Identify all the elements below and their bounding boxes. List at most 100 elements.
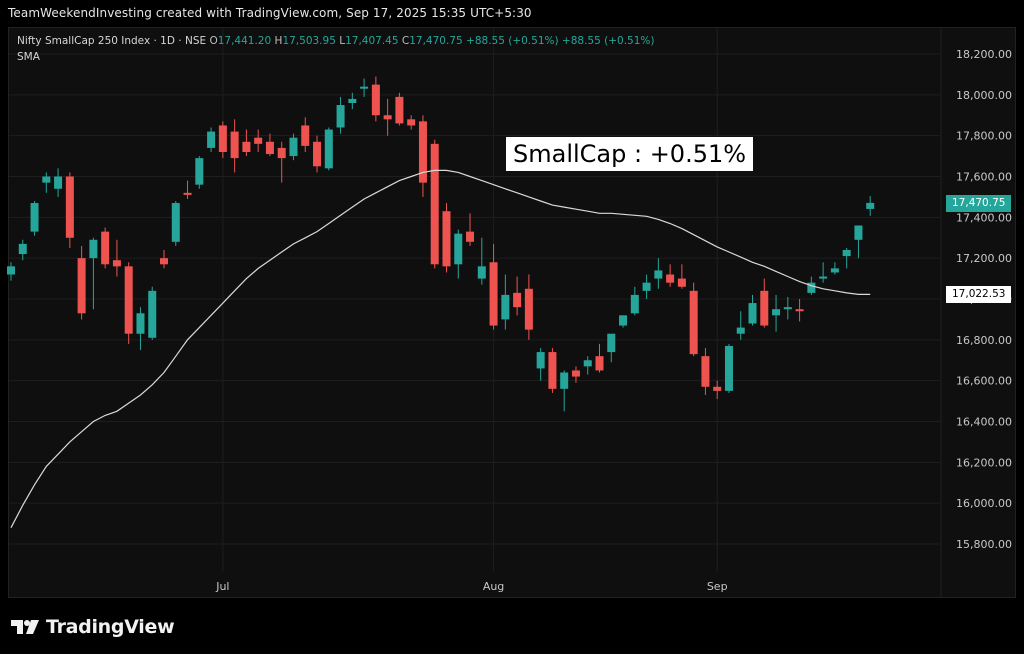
time-axis: Jul Aug Sep xyxy=(215,580,727,593)
candle-body xyxy=(748,303,757,324)
candle-body xyxy=(313,141,322,167)
candle-body xyxy=(371,84,380,116)
tradingview-footer: TradingView xyxy=(10,614,175,640)
candle-body xyxy=(772,309,781,316)
candle-body xyxy=(242,141,251,152)
candle-body xyxy=(183,192,192,195)
brand-name: TradingView xyxy=(46,616,175,638)
candle-body xyxy=(560,372,569,389)
candle-body xyxy=(654,270,663,279)
candle-body xyxy=(265,141,274,155)
y-tick-label: 17,600.00 xyxy=(956,171,1012,184)
y-tick-label: 16,600.00 xyxy=(956,375,1012,388)
candle-body xyxy=(218,125,227,152)
candle-body xyxy=(54,176,63,189)
candle-body xyxy=(524,288,533,330)
candle-body xyxy=(336,105,345,128)
candle-body xyxy=(630,294,639,314)
candle-body xyxy=(430,143,439,265)
candle-body xyxy=(548,352,557,389)
candle-body xyxy=(101,231,110,265)
sma-line xyxy=(10,169,871,528)
candle-body xyxy=(112,260,121,267)
candle-body xyxy=(324,129,333,169)
candle-body xyxy=(360,86,369,89)
candle-body xyxy=(442,211,451,267)
candle-body xyxy=(583,360,592,367)
x-tick-label: Aug xyxy=(483,580,504,593)
y-tick-label: 17,800.00 xyxy=(956,130,1012,143)
candle-body xyxy=(677,278,686,287)
candle-body xyxy=(454,233,463,265)
candle-body xyxy=(30,203,39,232)
annotation-label[interactable]: SmallCap : +0.51% xyxy=(506,137,754,171)
candle-body xyxy=(171,203,180,242)
candle-body xyxy=(795,309,804,312)
y-tick-label: 16,200.00 xyxy=(956,456,1012,469)
sma-indicator-label[interactable]: SMA xyxy=(17,51,40,63)
candle-body xyxy=(395,96,404,124)
candle-body xyxy=(348,98,357,103)
candle-body xyxy=(607,333,616,353)
candle-body xyxy=(830,268,839,273)
candle-body xyxy=(160,258,169,265)
candle-body xyxy=(277,147,286,159)
top-caption: TeamWeekendInvesting created with Tradin… xyxy=(8,6,532,20)
candle-body xyxy=(536,352,545,369)
candles xyxy=(7,76,875,412)
y-tick-label: 18,000.00 xyxy=(956,89,1012,102)
candle-body xyxy=(65,176,74,238)
candle-body xyxy=(230,131,239,159)
candle-body xyxy=(760,290,769,326)
close-label: C xyxy=(401,35,410,47)
close-value: 17,470.75 xyxy=(409,35,463,47)
candle-body xyxy=(383,115,392,120)
candle-body xyxy=(89,239,98,259)
y-tick-label: 16,000.00 xyxy=(956,497,1012,510)
x-tick-label: Jul xyxy=(215,580,229,593)
candle-body xyxy=(842,250,851,257)
candle-body xyxy=(783,307,792,310)
candle-body xyxy=(724,345,733,391)
candle-body xyxy=(18,243,27,255)
candle-body xyxy=(736,327,745,334)
candle-body xyxy=(466,231,475,242)
candle-body xyxy=(418,121,427,183)
y-tick-label: 18,200.00 xyxy=(956,48,1012,61)
candle-body xyxy=(477,266,486,279)
candle-body xyxy=(819,276,828,279)
candle-body xyxy=(254,137,263,144)
candle-body xyxy=(701,356,710,387)
grid-lines xyxy=(9,28,942,598)
open-label: O xyxy=(209,35,218,47)
last-price-tag: 17,470.75 xyxy=(946,194,1012,212)
candle-body xyxy=(571,370,580,377)
candle-body xyxy=(124,266,133,334)
candle-body xyxy=(689,290,698,355)
candle-body xyxy=(148,290,157,338)
symbol-legend[interactable]: Nifty SmallCap 250 Index · 1D · NSE O17,… xyxy=(17,35,654,47)
sma-series-line xyxy=(10,169,871,528)
x-tick-label: Sep xyxy=(707,580,728,593)
high-label: H xyxy=(274,35,283,47)
candle-body xyxy=(513,292,522,308)
candle-body xyxy=(195,158,204,185)
candle-body xyxy=(7,266,15,275)
candle-body xyxy=(77,258,86,314)
high-value: 17,503.95 xyxy=(282,35,336,47)
candle-body xyxy=(301,125,310,146)
y-tick-label: 17,200.00 xyxy=(956,252,1012,265)
candle-body xyxy=(666,274,675,283)
candle-body xyxy=(489,262,498,326)
y-tick-label: 16,800.00 xyxy=(956,334,1012,347)
candle-body xyxy=(136,313,145,334)
candle-body xyxy=(207,131,216,148)
open-value: 17,441.20 xyxy=(217,35,272,47)
candle-body xyxy=(595,356,604,371)
symbol-name: Nifty SmallCap 250 Index · 1D · NSE xyxy=(17,35,207,47)
change-value: +88.55 (+0.51%) xyxy=(466,35,559,47)
change-value-2: +88.55 (+0.51%) xyxy=(561,35,655,47)
candle-body xyxy=(866,202,875,209)
candle-body xyxy=(713,386,722,391)
